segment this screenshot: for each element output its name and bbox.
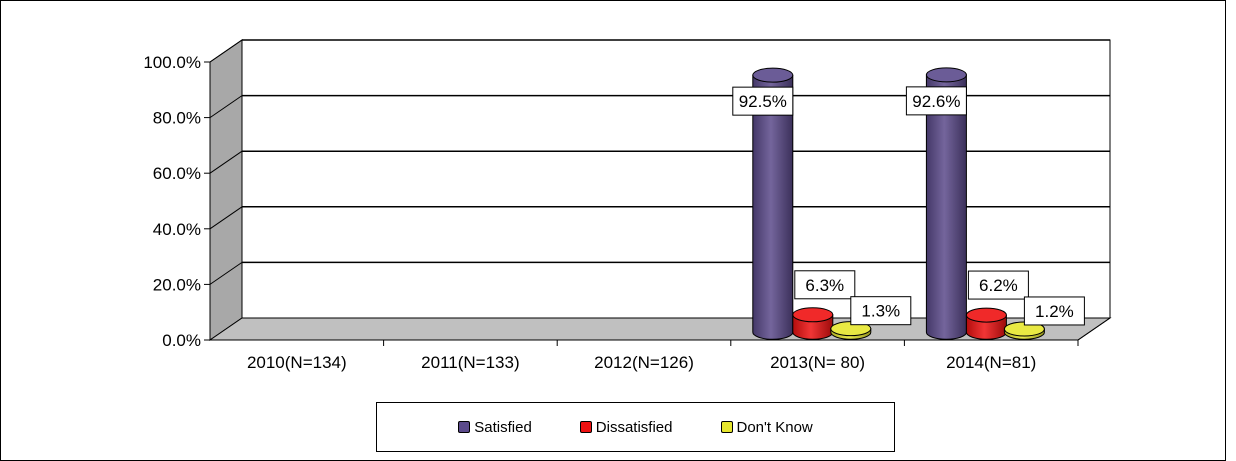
bar-dissatisfied-3 <box>792 307 834 340</box>
data-label: 92.6% <box>912 92 960 111</box>
legend-item-dissatisfied: Dissatisfied <box>579 418 673 436</box>
y-tick-label: 60.0% <box>153 164 201 183</box>
y-tick-label: 40.0% <box>153 220 201 239</box>
floor-right-edge <box>1077 317 1111 341</box>
data-label: 1.2% <box>1035 302 1074 321</box>
legend-swatch-satisfied <box>458 421 471 433</box>
gridline-side <box>209 150 243 174</box>
data-label-box <box>967 270 1029 300</box>
data-label-box <box>732 86 794 116</box>
legend-item-dont-know: Don't Know <box>720 418 813 436</box>
data-label-box <box>1023 296 1085 326</box>
bar-dissatisfied-4 <box>965 307 1007 340</box>
y-tick-label: 100.0% <box>143 53 201 72</box>
gridline-side <box>209 261 243 285</box>
x-tick-label: 2011(N=133) <box>421 353 519 372</box>
x-tick-label: 2014(N=81) <box>946 353 1036 372</box>
x-tick-label: 2010(N=134) <box>247 353 347 372</box>
data-label-box <box>850 296 912 326</box>
bar-top <box>965 307 1007 323</box>
legend-label-dissatisfied: Dissatisfied <box>595 418 673 436</box>
y-tick-label: 80.0% <box>153 109 201 128</box>
legend-label-satisfied: Satisfied <box>474 418 532 436</box>
y-tick-label: 0.0% <box>162 331 201 350</box>
gridline-side <box>209 39 243 63</box>
data-label: 1.3% <box>861 302 900 321</box>
data-label: 6.2% <box>979 276 1018 295</box>
data-label-box <box>794 270 856 300</box>
chart-side-wall <box>209 39 243 341</box>
data-label-box <box>905 86 967 116</box>
x-tick-label: 2013(N= 80) <box>770 353 865 372</box>
bar-top <box>752 67 794 83</box>
data-label: 92.5% <box>739 92 787 111</box>
x-tick-label: 2012(N=126) <box>594 353 694 372</box>
legend-swatch-dont-know <box>720 421 733 433</box>
y-tick-label: 20.0% <box>153 275 201 294</box>
bar-satisfied-4 <box>925 67 967 340</box>
legend-label-dont-know: Don't Know <box>736 418 813 436</box>
data-label: 6.3% <box>805 276 844 295</box>
bar-top <box>925 67 967 83</box>
legend-item-satisfied: Satisfied <box>458 419 532 436</box>
gridline-side <box>209 206 243 230</box>
gridline-side <box>209 95 243 119</box>
bar-top <box>792 307 834 323</box>
legend-swatch-dissatisfied <box>579 421 592 433</box>
legend: Satisfied Dissatisfied Don't Know <box>376 402 895 452</box>
